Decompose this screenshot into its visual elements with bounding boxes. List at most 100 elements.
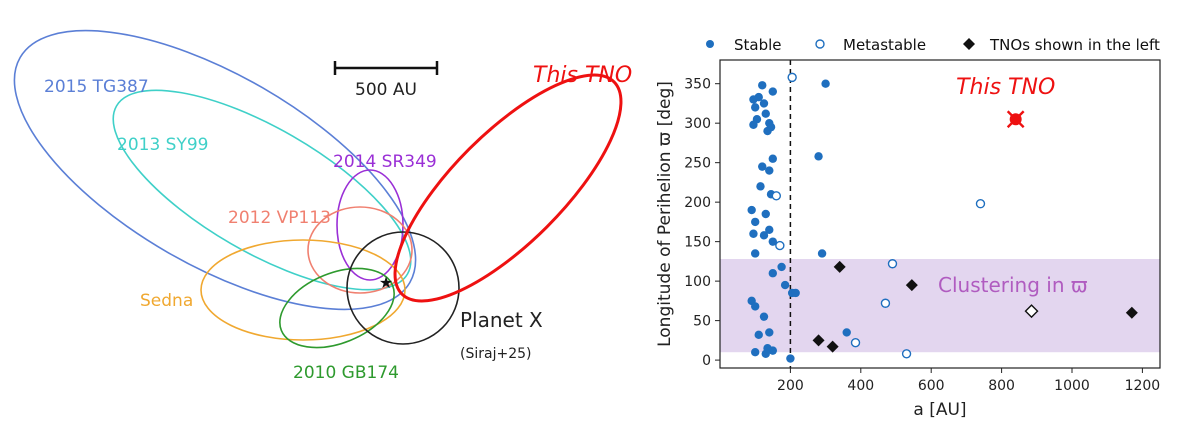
stable-point <box>749 95 758 104</box>
stable-point <box>763 126 772 136</box>
legend-tnos: TNOs shown in the left <box>989 36 1160 54</box>
scale-bar: 500 AU <box>333 61 439 100</box>
orbit-2010-gb174 <box>279 267 395 349</box>
y-tick-label: 50 <box>693 314 711 330</box>
stable-point <box>747 205 756 215</box>
stable-point <box>842 328 851 337</box>
y-tick-label: 350 <box>684 77 711 93</box>
legend-stable: Stable <box>734 36 782 54</box>
scale-bar-label: 500 AU <box>355 80 417 100</box>
stable-point <box>761 209 770 219</box>
stable-point <box>758 81 767 90</box>
legend-metastable: Metastable <box>843 36 926 54</box>
stable-point <box>749 229 758 238</box>
x-tick-label: 800 <box>988 378 1015 394</box>
stable-point <box>759 312 769 321</box>
x-tick-label: 400 <box>847 378 874 394</box>
stable-point <box>749 120 758 129</box>
stable-point <box>765 225 774 234</box>
y-tick-label: 200 <box>684 195 711 211</box>
tno-point <box>1125 306 1138 319</box>
label-planet-x: Planet X <box>460 308 543 332</box>
scatter-chart: Clustering in ϖ 200 400 600 800 1000 1200 0 50… <box>655 36 1161 420</box>
metastable-point <box>975 199 986 209</box>
stable-point <box>761 109 770 118</box>
x-tick-label: 1200 <box>1125 378 1161 394</box>
orbit-2014-sr349 <box>336 169 404 281</box>
orbit-sedna <box>200 239 406 341</box>
label-2015-tg387: 2015 TG387 <box>44 77 149 97</box>
stable-point <box>814 152 823 161</box>
stable-point <box>763 344 772 353</box>
stable-point <box>758 162 767 171</box>
legend-marker-stable <box>706 40 714 48</box>
tno-point <box>905 279 918 292</box>
stable-point <box>786 354 795 363</box>
orbit-this-tno <box>393 73 623 303</box>
x-ticks: 200 400 600 800 1000 1200 <box>777 368 1160 394</box>
x-axis-label: a [AU] <box>913 400 966 420</box>
stable-point <box>751 302 760 311</box>
plot-frame <box>719 59 1161 369</box>
stable-point <box>751 348 760 357</box>
orbit-2015-tg387 <box>13 29 417 311</box>
legend: Stable Metastable TNOs shown in the left <box>706 36 1160 54</box>
tno-open-point <box>1024 304 1039 319</box>
stable-point <box>768 154 777 163</box>
x-tick-label: 1000 <box>1054 378 1090 394</box>
y-tick-label: 100 <box>684 274 711 290</box>
clustering-band-label: Clustering in ϖ <box>938 273 1088 297</box>
x-tick-label: 600 <box>918 378 945 394</box>
legend-marker-metastable <box>815 39 825 49</box>
metastable-point <box>901 349 912 359</box>
y-tick-label: 250 <box>684 156 711 172</box>
stable-point <box>817 249 827 258</box>
x-tick-label: 200 <box>777 378 804 394</box>
stable-point <box>791 288 800 298</box>
star-icon: ★ <box>379 273 393 292</box>
label-sedna: Sedna <box>140 291 193 311</box>
label-2012-vp113: 2012 VP113 <box>228 208 331 228</box>
y-tick-label: 0 <box>702 353 711 369</box>
orbit-diagram: 500 AU ★ 2015 TG387 2013 SY99 2014 SR349… <box>13 29 632 383</box>
stable-point <box>751 103 760 112</box>
data-points <box>747 72 1138 363</box>
label-planet-x-ref: (Siraj+25) <box>460 346 531 362</box>
metastable-point <box>775 240 785 251</box>
label-2014-sr349: 2014 SR349 <box>333 152 437 172</box>
stable-point <box>777 262 786 272</box>
stable-point <box>756 182 765 191</box>
metastable-point <box>880 298 891 308</box>
tno-point <box>833 260 846 273</box>
stable-point <box>768 237 777 246</box>
legend-marker-tnos <box>963 38 975 50</box>
metastable-point <box>850 338 861 348</box>
stable-point <box>759 99 769 108</box>
stable-point <box>821 79 830 88</box>
label-this-tno: This TNO <box>533 63 632 88</box>
stable-point <box>765 166 774 175</box>
stable-point <box>754 330 763 340</box>
tno-point <box>826 340 839 353</box>
y-axis-label: Longitude of Perihelion ϖ [deg] <box>655 81 675 347</box>
label-2010-gb174: 2010 GB174 <box>293 363 399 383</box>
stable-point <box>768 269 777 278</box>
stable-point <box>780 280 790 290</box>
stable-point <box>768 87 777 96</box>
stable-point <box>765 328 774 337</box>
y-ticks: 0 50 100 150 200 250 300 350 <box>684 77 720 369</box>
metastable-point <box>887 259 898 269</box>
this-tno-cross-b <box>1006 110 1025 129</box>
metastable-point <box>771 191 782 201</box>
orbit-2013-sy99 <box>112 89 412 291</box>
clustering-band <box>720 259 1160 353</box>
metastable-point <box>787 72 797 83</box>
label-2013-sy99: 2013 SY99 <box>117 135 208 155</box>
stable-point <box>759 231 769 240</box>
this-tno-annotation: This TNO <box>956 75 1055 100</box>
orbit-2012-vp113 <box>307 206 413 294</box>
tno-point <box>812 334 825 347</box>
orbit-planet-x <box>346 231 460 345</box>
y-tick-label: 150 <box>684 235 711 251</box>
